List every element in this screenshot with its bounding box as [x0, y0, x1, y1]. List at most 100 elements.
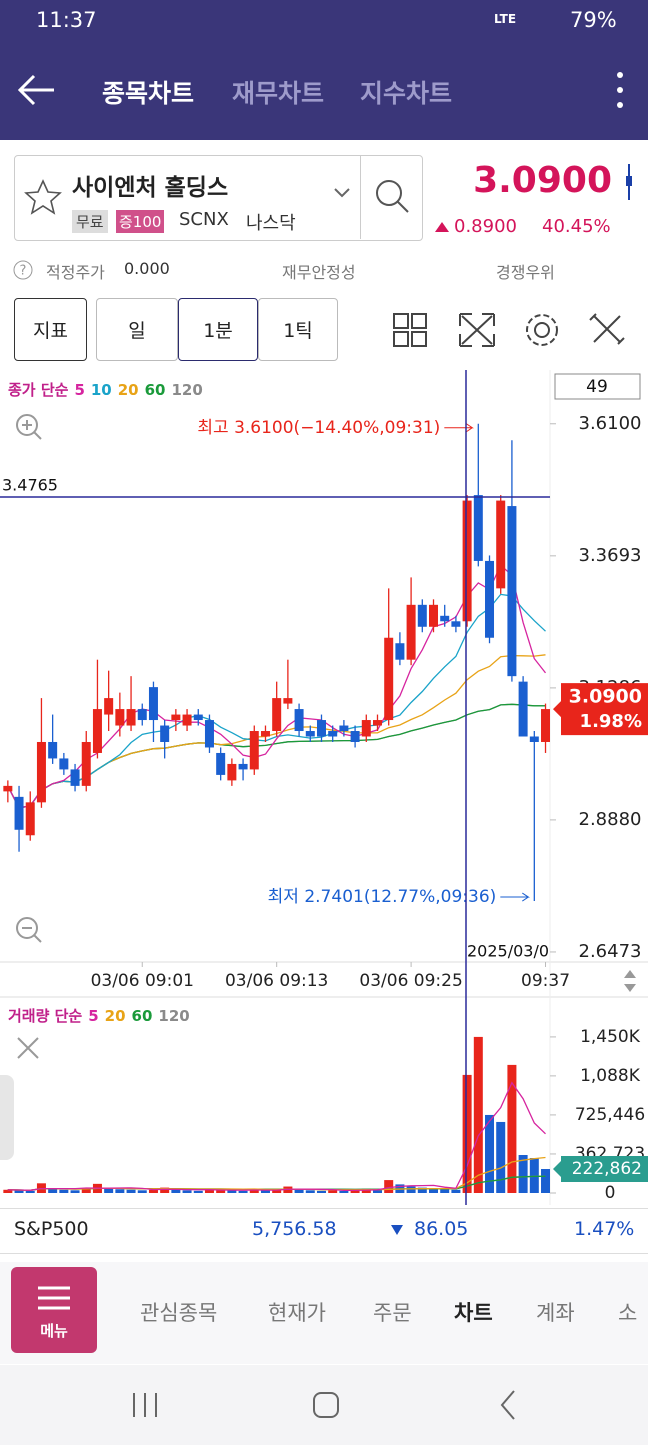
volume-bar [171, 1189, 181, 1193]
volume-bar [541, 1169, 550, 1193]
nav-item[interactable]: 계좌 [536, 1301, 575, 1325]
market: 나스닥 [246, 213, 296, 234]
candle-body [227, 763, 237, 781]
volume-bar [507, 1064, 517, 1193]
system-buttons[interactable] [120, 1385, 540, 1425]
more-button[interactable] [610, 70, 630, 110]
volume-bar [518, 1155, 528, 1193]
volume-bar [160, 1187, 170, 1193]
scroll-arrows[interactable] [624, 970, 636, 992]
current-price: 3.0900 [473, 160, 612, 201]
fair-price-label: 적정주가 [46, 263, 105, 282]
candle-body [25, 802, 35, 836]
favorite-star[interactable] [24, 178, 62, 216]
volume-bar [384, 1180, 394, 1193]
candle-body [496, 500, 506, 589]
volume-bar [193, 1190, 203, 1193]
current-change-label: 1.98% [580, 711, 642, 732]
close-volume[interactable] [17, 1037, 39, 1059]
high-arrow [444, 423, 474, 433]
help-icon[interactable]: ? [12, 259, 34, 281]
candle-body [272, 698, 282, 732]
volume-bar [126, 1189, 136, 1193]
candle-body [429, 604, 439, 627]
menu-button[interactable] [11, 1267, 97, 1353]
period-button[interactable]: 1틱 [258, 298, 338, 361]
volume-bar [14, 1190, 24, 1193]
volume-bar [59, 1189, 69, 1193]
nav-item[interactable]: 소 [618, 1301, 638, 1325]
nav-item[interactable]: 차트 [454, 1301, 493, 1325]
candle-body [384, 637, 394, 721]
volume-bar [3, 1189, 13, 1193]
svg-text:?: ? [20, 264, 27, 279]
menu-icon [38, 1286, 70, 1310]
candle-body [126, 709, 136, 726]
info-link[interactable]: 경쟁우위 [496, 263, 555, 282]
crosshair-label: 3.4765 [2, 476, 58, 495]
price-plot [3, 423, 550, 902]
volume-bar [417, 1187, 427, 1193]
current-volume-box [553, 1156, 648, 1183]
indicator-button[interactable]: 지표 [14, 298, 87, 361]
legend-period: 20 [118, 381, 139, 399]
volume-bar [316, 1190, 326, 1193]
candle-body [316, 720, 326, 737]
volume-bar [104, 1188, 114, 1193]
volume-bar [372, 1189, 382, 1193]
candle-body [462, 500, 472, 622]
candle-body [283, 698, 293, 704]
tab[interactable]: 재무차트 [232, 79, 325, 108]
price-change-pct: 40.45% [542, 216, 611, 237]
period-button[interactable]: 1분 [178, 298, 258, 361]
x-tick-label: 03/06 09:01 [91, 971, 194, 991]
volume-bar [182, 1190, 192, 1193]
dropdown[interactable] [332, 186, 352, 200]
y-tick-label: 2.8880 [579, 809, 642, 830]
system-nav [0, 1365, 648, 1445]
status-time: 11:37 [36, 8, 97, 32]
candle-body [305, 731, 315, 737]
volume-bar [238, 1190, 248, 1193]
candle-body [193, 714, 203, 721]
stock-box[interactable] [14, 155, 423, 241]
volume-bar [137, 1190, 147, 1193]
candle-body [115, 709, 125, 726]
price-tick-icon [626, 164, 632, 200]
zoom-out[interactable] [16, 917, 42, 943]
search-button[interactable] [360, 155, 423, 239]
y-tick-label: 3.6100 [579, 413, 642, 434]
zoom-in[interactable] [16, 414, 42, 440]
candle-body [81, 741, 91, 786]
search-icon [376, 180, 409, 213]
legend-period: 60 [132, 1007, 153, 1025]
nav-item[interactable]: 현재가 [268, 1301, 326, 1325]
volume-bar [462, 1074, 472, 1193]
nav-item[interactable]: 관심종목 [140, 1301, 218, 1325]
back-button[interactable] [14, 70, 58, 110]
index-value: 5,756.58 [252, 1218, 337, 1240]
volume-bar [81, 1188, 91, 1193]
tab[interactable]: 종목차트 [102, 79, 195, 108]
candle-body [529, 736, 539, 742]
volume-bar [48, 1188, 58, 1193]
index-change: 86.05 [414, 1218, 469, 1240]
side-handle[interactable] [0, 1075, 14, 1160]
y-tick-label: 0 [605, 1183, 616, 1203]
count-box [554, 373, 641, 400]
x-tick-label: 09:37 [521, 971, 570, 991]
tab[interactable]: 지수차트 [360, 79, 453, 108]
current-price-label: 3.0900 [569, 686, 642, 708]
candle-body [541, 709, 550, 742]
info-link[interactable]: 재무안정성 [282, 263, 356, 282]
volume-bar [361, 1188, 371, 1193]
candle-body [160, 725, 170, 742]
index-change-pct: 1.47% [574, 1218, 635, 1240]
candle-body [518, 681, 528, 737]
toolbar-icons[interactable] [390, 308, 640, 352]
y-tick-label: 725,446 [575, 1105, 645, 1125]
period-button[interactable]: 일 [96, 298, 178, 361]
nav-item[interactable]: 주문 [373, 1301, 412, 1325]
candle-body [328, 731, 338, 737]
